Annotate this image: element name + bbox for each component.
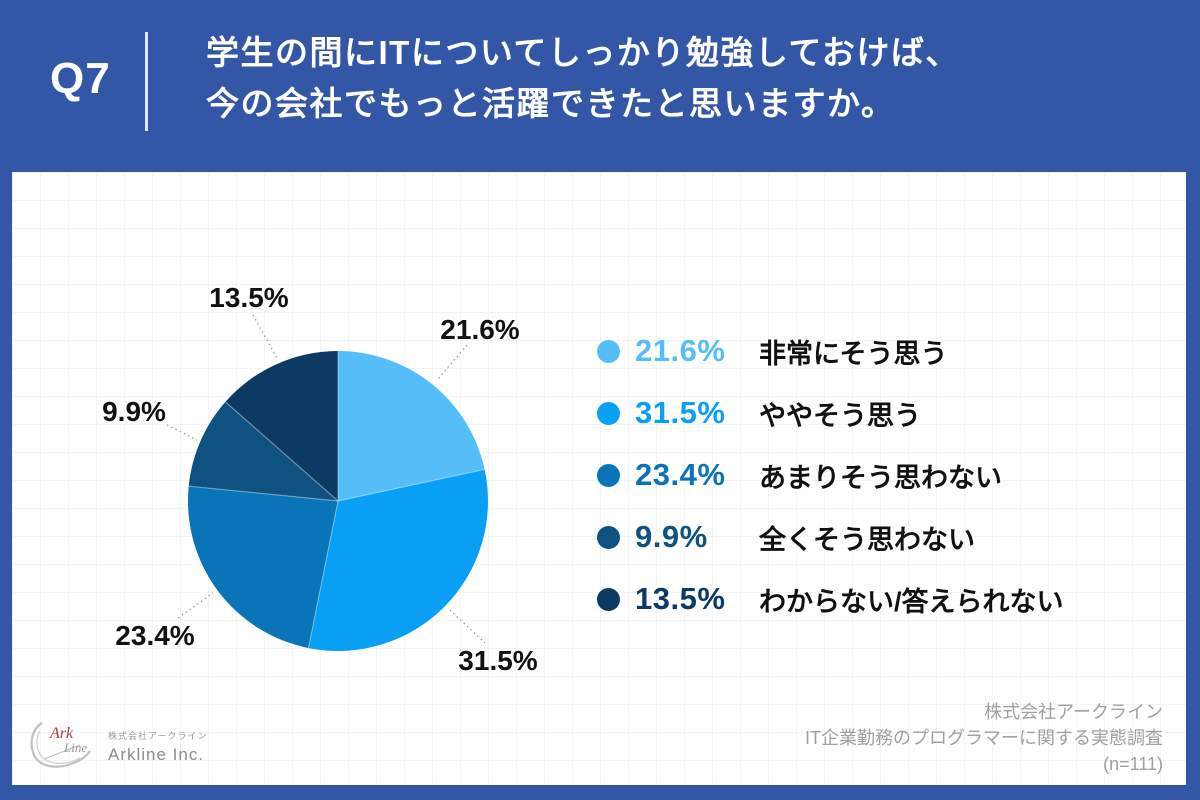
source-sample-size: (n=111) — [1103, 754, 1163, 774]
pie-percent-label: 23.4% — [115, 620, 195, 651]
label-leader-line — [449, 609, 486, 644]
source-company: 株式会社アークライン — [984, 702, 1163, 722]
legend-item: 21.6% 非常にそう思う — [597, 320, 1064, 382]
legend-dot-icon — [597, 463, 620, 487]
legend-dot-icon — [597, 587, 620, 611]
pie-percent-label: 31.5% — [458, 645, 538, 676]
source-survey-title: IT企業勤務のプログラマーに関する実態調査 — [805, 728, 1163, 748]
legend-dot-icon — [597, 339, 620, 363]
question-title-line1: 学生の間にITについてしっかり勉強しておけば、 — [206, 34, 960, 71]
slice-separator — [307, 500, 339, 649]
legend: 21.6% 非常にそう思う 31.5% ややそう思う 23.4% あまりそう思わ… — [597, 320, 1064, 630]
legend-label: 非常にそう思う — [759, 338, 948, 369]
legend-percent: 9.9% — [635, 519, 708, 554]
logo-word-ark: Ark — [50, 725, 74, 742]
legend-label: わからない/答えられない — [759, 586, 1064, 617]
company-logo: Ark Line 株式会社アークライン Arkline Inc. — [28, 719, 207, 775]
pie-chart — [166, 314, 488, 652]
pie-percent-label: 13.5% — [209, 282, 289, 313]
survey-source: 株式会社アークライン IT企業勤務のプログラマーに関する実態調査 (n=111) — [805, 699, 1163, 777]
pie-percent-label: 21.6% — [440, 314, 520, 345]
legend-item: 9.9% 全くそう思わない — [597, 506, 1064, 568]
legend-item: 13.5% わからない/答えられない — [597, 568, 1064, 630]
header-divider — [145, 32, 148, 131]
pie-slice — [225, 351, 338, 501]
chart-card: 21.6% 31.5% 23.4% 9.9% 13.5% 21.6% 非常にそう… — [12, 172, 1186, 785]
pie-slice — [188, 486, 338, 649]
pie-slice — [188, 401, 338, 501]
question-number: Q7 — [50, 54, 111, 103]
legend-label: 全くそう思わない — [759, 524, 975, 555]
logo-company-name-en: Arkline Inc. — [108, 745, 205, 764]
label-leader-line — [166, 424, 198, 441]
pie-percent-label: 9.9% — [102, 396, 166, 427]
label-leader-line — [437, 344, 468, 380]
slice-separator — [225, 401, 339, 502]
legend-dot-icon — [597, 401, 620, 425]
pie-slice — [308, 469, 488, 652]
legend-percent: 31.5% — [635, 395, 726, 430]
label-leader-line — [177, 592, 214, 619]
pie-slice — [338, 351, 485, 501]
logo-company-name-ja: 株式会社アークライン — [108, 731, 208, 741]
arkline-logo-icon: Ark Line — [28, 719, 102, 775]
slice-separator — [188, 485, 339, 502]
logo-text-block: 株式会社アークライン Arkline Inc. — [108, 729, 207, 765]
legend-dot-icon — [597, 525, 620, 549]
legend-item: 31.5% ややそう思う — [597, 382, 1064, 444]
legend-percent: 23.4% — [635, 457, 726, 492]
legend-label: あまりそう思わない — [759, 462, 1002, 493]
legend-item: 23.4% あまりそう思わない — [597, 444, 1064, 506]
question-title: 学生の間にITについてしっかり勉強しておけば、 今の会社でもっと活躍できたと思い… — [206, 27, 960, 129]
header-banner: Q7 学生の間にITについてしっかり勉強しておけば、 今の会社でもっと活躍できた… — [0, 0, 1200, 172]
label-leader-line — [252, 314, 279, 361]
slice-separator — [337, 468, 485, 502]
legend-percent: 21.6% — [635, 333, 726, 368]
legend-label: ややそう思う — [759, 400, 921, 431]
question-title-line2: 今の会社でもっと活躍できたと思いますか。 — [206, 85, 896, 122]
logo-word-line: Line — [64, 740, 88, 755]
logo-swoosh-icon — [30, 722, 91, 768]
legend-percent: 13.5% — [635, 581, 726, 616]
